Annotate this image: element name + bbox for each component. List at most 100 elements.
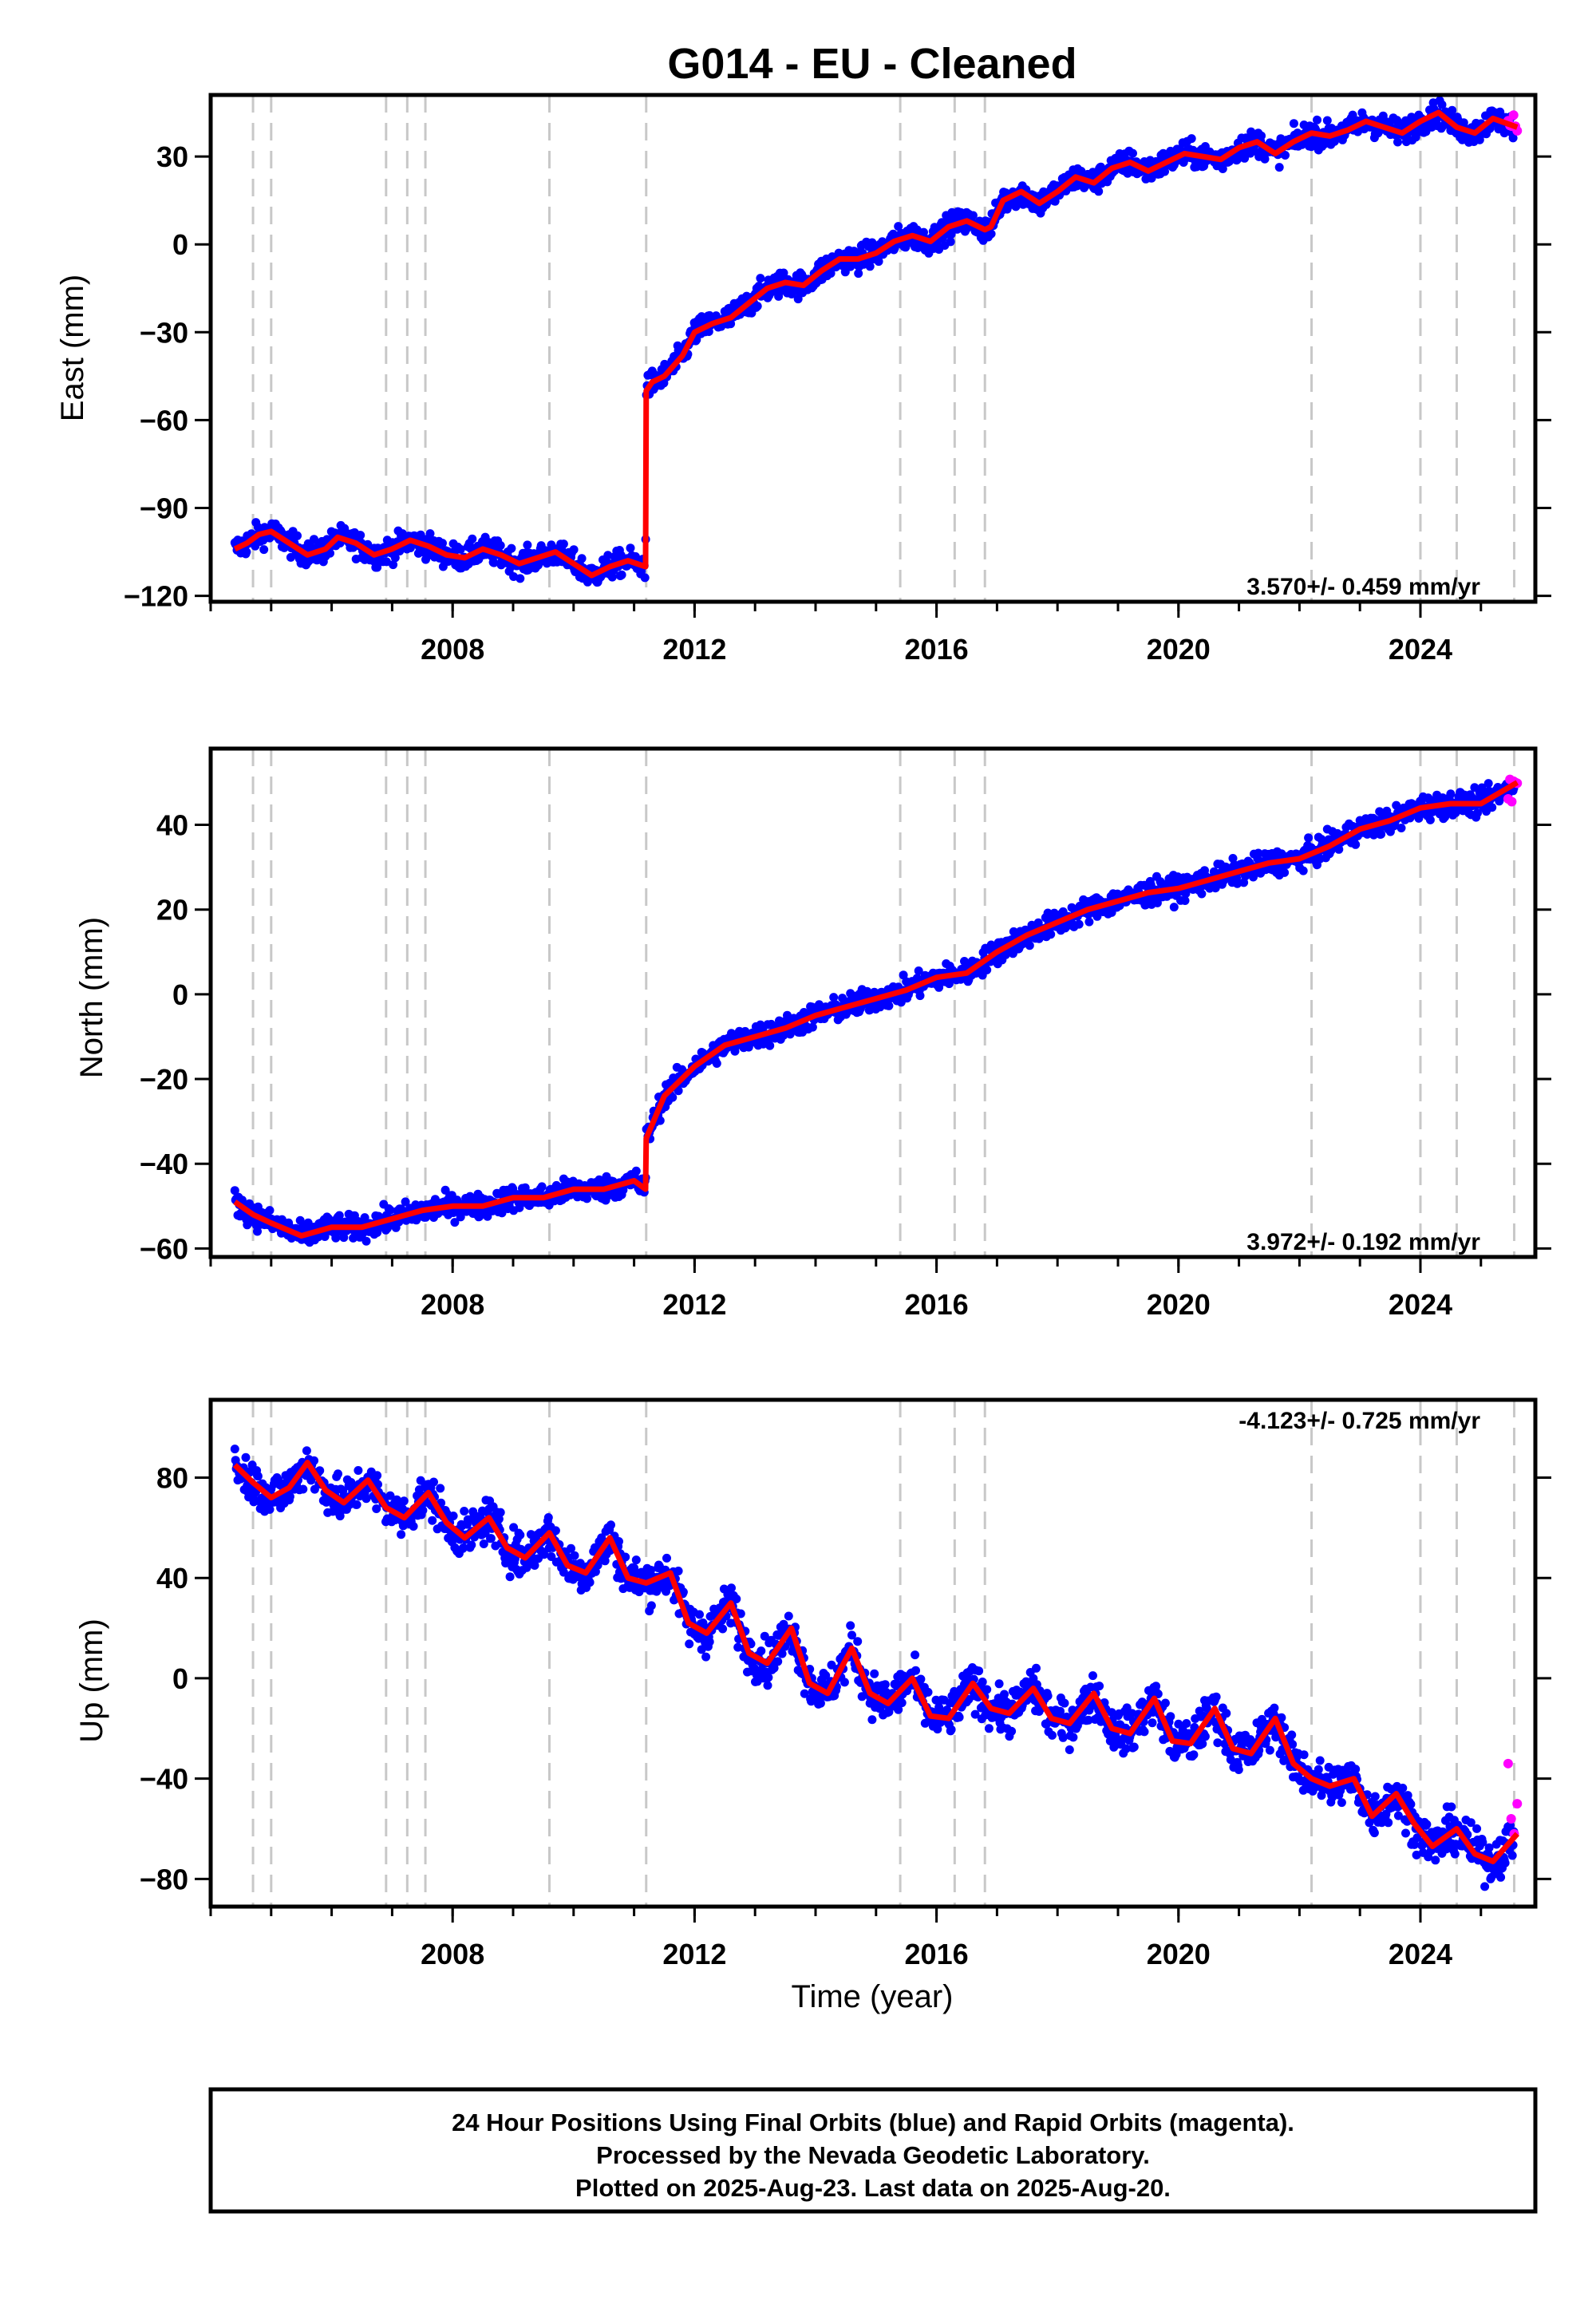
north-ylabel: North (mm) bbox=[74, 917, 109, 1078]
north-final-point bbox=[914, 966, 923, 975]
up-final-point bbox=[631, 1555, 641, 1565]
east-final-point bbox=[1393, 137, 1402, 147]
east-final-point bbox=[854, 269, 863, 279]
up-final-point bbox=[911, 1666, 920, 1675]
up-final-point bbox=[606, 1520, 615, 1530]
north-final-point bbox=[583, 1194, 591, 1203]
up-final-point bbox=[352, 1500, 361, 1509]
up-final-point bbox=[372, 1504, 381, 1513]
north-final-point bbox=[884, 1001, 894, 1010]
east-final-point bbox=[1240, 153, 1250, 163]
north-frame bbox=[208, 746, 1538, 1259]
up-final-point bbox=[933, 1725, 942, 1734]
north-final-point bbox=[339, 1233, 349, 1243]
east-final-point bbox=[293, 531, 302, 540]
up-final-point bbox=[539, 1550, 549, 1559]
east-final-point bbox=[946, 237, 955, 247]
north-xtick-label: 2012 bbox=[662, 1288, 726, 1321]
east-final-point bbox=[1437, 100, 1447, 109]
north-final-point bbox=[1425, 815, 1435, 824]
east-xtick-label: 2012 bbox=[662, 633, 726, 666]
up-final-point bbox=[1107, 1708, 1116, 1717]
up-final-point bbox=[1032, 1663, 1041, 1673]
up-final-point bbox=[1084, 1715, 1093, 1725]
up-final-point bbox=[897, 1698, 907, 1708]
north-final-point bbox=[1351, 840, 1361, 849]
north-final-point bbox=[1473, 808, 1482, 818]
up-final-point bbox=[253, 1472, 263, 1481]
east-final-point bbox=[1011, 202, 1021, 211]
east-final-point bbox=[468, 534, 477, 543]
up-final-point bbox=[685, 1639, 694, 1649]
up-final-point bbox=[1069, 1733, 1078, 1742]
up-final-point bbox=[559, 1567, 568, 1577]
up-final-point bbox=[994, 1679, 1004, 1689]
up-final-point bbox=[916, 1674, 926, 1684]
east-final-point bbox=[1246, 148, 1255, 158]
up-final-point bbox=[807, 1697, 816, 1706]
north-panel: North (mm) 3.972+/- 0.192 mm/yr 2008 2012… bbox=[74, 746, 1551, 1321]
up-final-point bbox=[516, 1530, 525, 1539]
north-xtick-label: 2020 bbox=[1147, 1288, 1211, 1321]
up-final-point bbox=[436, 1484, 445, 1493]
north-final-point bbox=[450, 1218, 460, 1227]
north-final-point bbox=[373, 1227, 382, 1237]
up-final-point bbox=[911, 1650, 920, 1660]
up-final-point bbox=[265, 1504, 275, 1514]
up-final-point bbox=[870, 1669, 879, 1678]
east-final-point bbox=[438, 539, 447, 548]
up-final-point bbox=[428, 1516, 437, 1525]
north-final-point bbox=[982, 965, 992, 974]
east-rate-label: 3.570+/- 0.459 mm/yr bbox=[1246, 574, 1480, 600]
north-final-point bbox=[334, 1211, 344, 1220]
east-final-points bbox=[230, 96, 1519, 587]
north-final-point bbox=[1392, 800, 1401, 810]
east-final-point bbox=[617, 570, 626, 579]
east-final-point bbox=[1313, 115, 1321, 124]
up-final-point bbox=[510, 1554, 519, 1563]
up-final-point bbox=[946, 1725, 956, 1734]
north-final-point bbox=[1446, 789, 1456, 799]
up-final-point bbox=[335, 1512, 345, 1521]
north-final-point bbox=[912, 974, 922, 983]
north-xtick-label: 2016 bbox=[905, 1288, 969, 1321]
up-final-point bbox=[1088, 1671, 1097, 1681]
up-final-point bbox=[361, 1494, 371, 1504]
up-final-point bbox=[567, 1543, 575, 1553]
up-final-point bbox=[334, 1469, 342, 1479]
north-xtick-label: 2008 bbox=[421, 1288, 484, 1321]
east-final-point bbox=[1094, 187, 1104, 196]
up-final-point bbox=[1095, 1682, 1104, 1691]
east-final-point bbox=[1485, 124, 1495, 133]
east-final-point bbox=[1508, 133, 1518, 143]
up-final-point bbox=[853, 1637, 863, 1646]
east-ytick-label: 0 bbox=[172, 228, 188, 261]
north-final-point bbox=[631, 1166, 641, 1176]
up-final-point bbox=[418, 1506, 428, 1515]
east-final-point bbox=[1218, 164, 1227, 173]
up-final-point bbox=[1060, 1698, 1069, 1708]
east-final-point bbox=[607, 572, 617, 582]
east-final-point bbox=[1322, 116, 1332, 125]
up-final-point bbox=[241, 1452, 251, 1462]
east-final-point bbox=[865, 262, 875, 271]
east-final-point bbox=[826, 269, 836, 278]
east-frame bbox=[208, 93, 1538, 604]
up-plot-area bbox=[230, 1400, 1523, 1907]
up-final-point bbox=[846, 1621, 855, 1630]
north-final-point bbox=[230, 1186, 239, 1196]
up-final-point bbox=[298, 1484, 308, 1494]
up-final-point bbox=[736, 1609, 745, 1618]
north-rate-label: 3.972+/- 0.192 mm/yr bbox=[1246, 1229, 1480, 1255]
east-final-point bbox=[569, 545, 579, 555]
east-final-point bbox=[390, 553, 400, 563]
up-final-point bbox=[1048, 1730, 1057, 1740]
up-final-point bbox=[984, 1724, 994, 1733]
up-final-point bbox=[399, 1496, 409, 1506]
up-final-point bbox=[777, 1649, 787, 1658]
up-final-point bbox=[674, 1567, 683, 1575]
up-final-point bbox=[732, 1595, 741, 1603]
up-final-point bbox=[509, 1523, 519, 1532]
east-final-point bbox=[756, 274, 765, 283]
